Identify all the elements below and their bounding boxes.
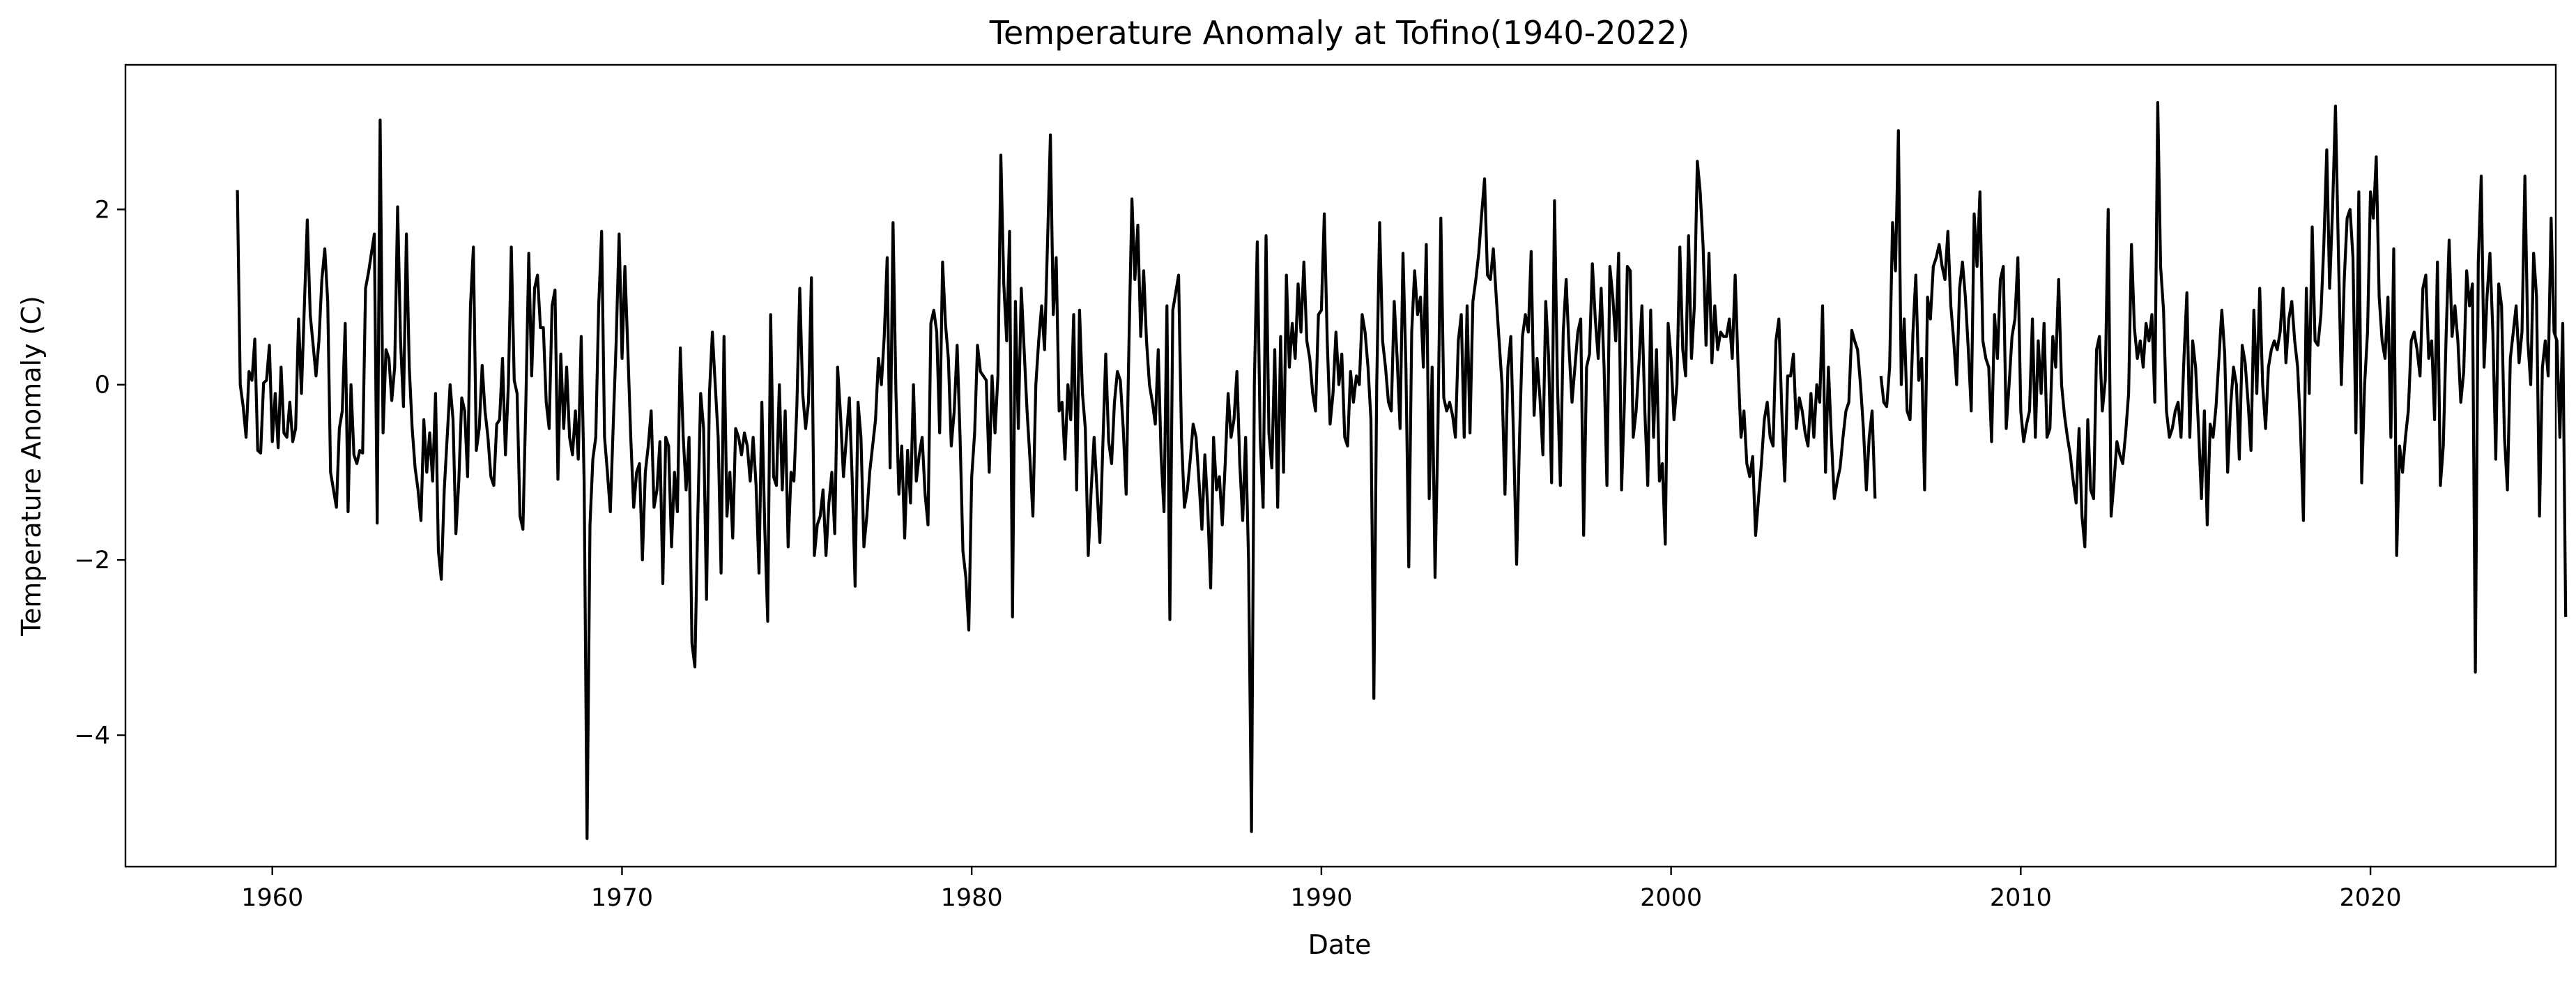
x-tick-label-1970: 1970 [591, 884, 653, 912]
x-tick-label-1980: 1980 [941, 884, 1003, 912]
y-tick-label--2: −2 [74, 547, 110, 575]
y-axis: 2 0 −2 −4 [74, 196, 125, 750]
x-axis-label: Date [1308, 929, 1372, 960]
axes-frame [124, 63, 2557, 868]
x-tick-label-2010: 2010 [1990, 884, 2052, 912]
y-axis-label: Temperature Anomaly (C) [16, 296, 47, 637]
y-tick-label--4: −4 [74, 722, 110, 750]
x-tick-label-2020: 2020 [2340, 884, 2402, 912]
plot-area [236, 100, 2568, 840]
x-tick-label-1990: 1990 [1290, 884, 1352, 912]
y-tick-label-2: 2 [95, 196, 110, 224]
chart-title: Temperature Anomaly at Tofino(1940-2022) [989, 14, 1690, 52]
series-line-0 [236, 100, 2568, 840]
y-tick-label-0: 0 [95, 372, 110, 400]
x-tick-label-2000: 2000 [1640, 884, 1702, 912]
x-tick-label-1960: 1960 [241, 884, 303, 912]
x-axis: 1960 1970 1980 1990 2000 2010 2020 [241, 867, 2402, 912]
